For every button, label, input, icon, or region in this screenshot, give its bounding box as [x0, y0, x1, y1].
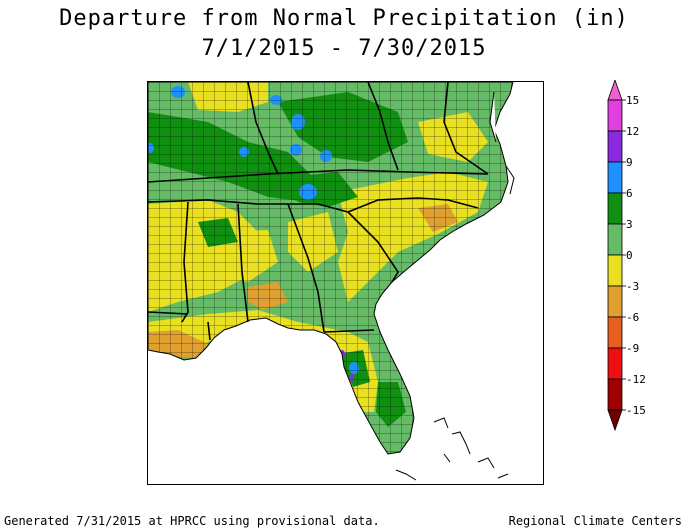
source-credit: Regional Climate Centers [508, 514, 682, 528]
legend-tick-label: 9 [626, 156, 633, 169]
legend-bin [607, 347, 623, 380]
legend-tick-label: -12 [626, 373, 646, 386]
legend-tick-label: -9 [626, 342, 639, 355]
legend-bin [607, 378, 623, 411]
legend-bin [607, 192, 623, 225]
legend-bin [607, 316, 623, 349]
legend-tick-label: 12 [626, 125, 639, 138]
legend-bin [607, 285, 623, 318]
precipitation-map [147, 81, 544, 485]
map-title: Departure from Normal Precipitation (in) [59, 6, 629, 31]
legend-tick-label: -6 [626, 311, 639, 324]
legend-bin [607, 223, 623, 256]
legend-bin [607, 99, 623, 132]
legend-tick-label: 15 [626, 94, 639, 107]
legend-bin [607, 130, 623, 163]
legend-tick-label: 0 [626, 249, 633, 262]
legend-arrow-top [607, 78, 623, 101]
legend-tick-label: -15 [626, 404, 646, 417]
legend-bin [607, 161, 623, 194]
generated-note: Generated 7/31/2015 at HPRCC using provi… [4, 514, 380, 528]
legend-arrow-bottom [607, 409, 623, 432]
color-legend: 15 12 9 6 3 0 -3 -6 -9 -12 -15 [590, 78, 688, 460]
legend-bin [607, 254, 623, 287]
date-range: 7/1/2015 - 7/30/2015 [201, 36, 487, 61]
legend-tick-label: -3 [626, 280, 639, 293]
legend-tick-label: 6 [626, 187, 633, 200]
legend-tick-label: 3 [626, 218, 633, 231]
